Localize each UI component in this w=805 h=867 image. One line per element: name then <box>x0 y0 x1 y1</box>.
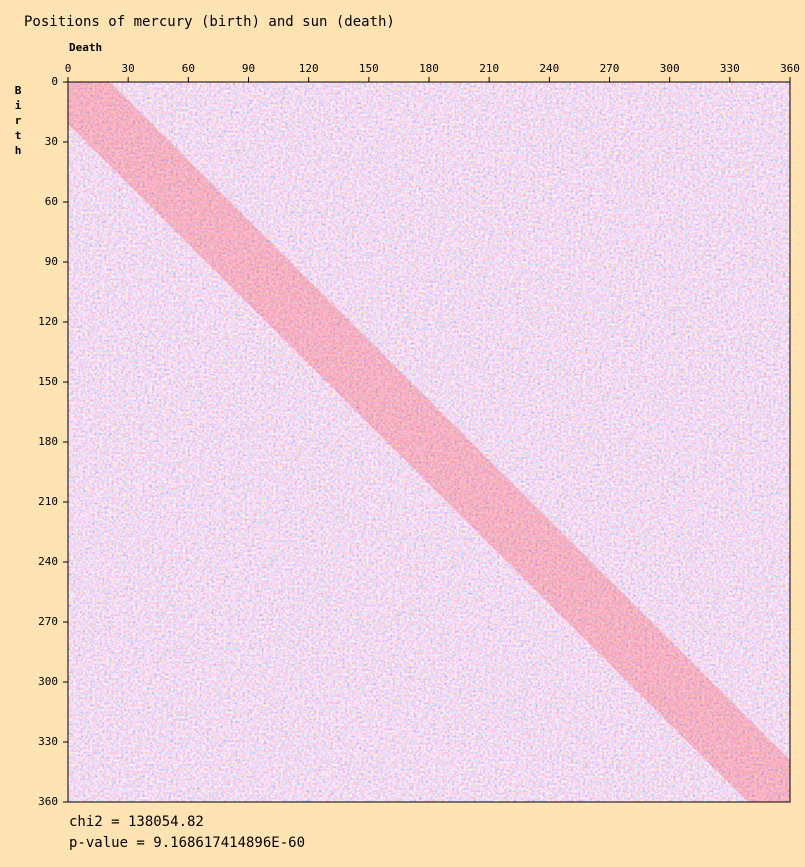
y-tick-label: 210 <box>38 495 58 508</box>
y-tick-label: 270 <box>38 615 58 628</box>
x-tick-label: 210 <box>479 62 499 75</box>
x-tick-label: 330 <box>720 62 740 75</box>
y-tick-label: 180 <box>38 435 58 448</box>
x-tick-label: 360 <box>780 62 800 75</box>
x-tick-label: 240 <box>539 62 559 75</box>
x-tick-label: 180 <box>419 62 439 75</box>
x-tick-label: 90 <box>242 62 255 75</box>
heatmap-texture <box>68 82 790 802</box>
y-axis-label: Birth <box>12 84 25 159</box>
y-tick-label: 150 <box>38 375 58 388</box>
x-tick-label: 150 <box>359 62 379 75</box>
x-tick-label: 0 <box>65 62 72 75</box>
y-tick-label: 30 <box>45 135 58 148</box>
x-tick-label: 30 <box>122 62 135 75</box>
annotation: chi2 = 138054.82 <box>69 814 204 830</box>
y-tick-label: 60 <box>45 195 58 208</box>
y-tick-label: 0 <box>51 75 58 88</box>
diagonal-band <box>68 82 790 802</box>
annotation: p-value = 9.168617414896E-60 <box>69 835 305 851</box>
x-tick-label: 120 <box>299 62 319 75</box>
y-tick-label: 360 <box>38 795 58 808</box>
x-tick-label: 60 <box>182 62 195 75</box>
y-tick-label: 330 <box>38 735 58 748</box>
y-tick-label: 90 <box>45 255 58 268</box>
x-tick-label: 270 <box>600 62 620 75</box>
y-tick-label: 240 <box>38 555 58 568</box>
x-axis-label: Death <box>69 41 102 54</box>
x-tick-label: 300 <box>660 62 680 75</box>
y-tick-label: 300 <box>38 675 58 688</box>
y-tick-label: 120 <box>38 315 58 328</box>
chart-title: Positions of mercury (birth) and sun (de… <box>24 14 395 30</box>
